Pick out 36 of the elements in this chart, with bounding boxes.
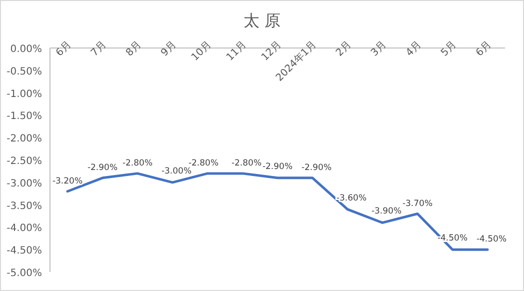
y-tick-label: -3.00% — [6, 178, 42, 190]
data-label: -3.90% — [371, 206, 402, 217]
y-tick-label: 0.00% — [10, 44, 42, 55]
x-tick-label: 7月 — [89, 39, 109, 59]
data-label: -2.90% — [262, 162, 293, 172]
data-label: -2.80% — [122, 158, 153, 168]
x-tick-label: 5月 — [439, 39, 459, 59]
x-tick-label: 3月 — [369, 39, 389, 59]
data-label: -2.90% — [301, 162, 332, 173]
y-tick-label: -2.00% — [6, 134, 42, 145]
y-tick-label: -4.50% — [6, 246, 42, 257]
y-tick-label: -0.50% — [6, 66, 42, 78]
y-tick-label: -1.00% — [6, 88, 42, 100]
y-tick-label: -5.00% — [6, 268, 42, 279]
data-label: -2.80% — [188, 158, 219, 168]
data-label: -3.00% — [161, 166, 192, 176]
y-tick-label: -1.50% — [6, 111, 42, 122]
x-tick-label: 2月 — [334, 39, 354, 59]
data-label: -2.80% — [231, 158, 262, 168]
data-label: -3.60% — [336, 193, 367, 204]
x-tick-label: 10月 — [190, 39, 214, 64]
data-label: -2.90% — [87, 162, 118, 173]
x-tick-label: 6月 — [474, 39, 494, 59]
data-label: -4.50% — [476, 234, 507, 245]
y-tick-label: -4.00% — [6, 223, 42, 234]
x-tick-label: 6月 — [54, 39, 74, 59]
data-label: -3.70% — [402, 198, 433, 209]
data-label: -3.20% — [52, 176, 83, 186]
y-tick-label: -2.50% — [6, 156, 42, 167]
x-tick-label: 12月 — [260, 39, 284, 64]
x-tick-label: 9月 — [159, 39, 179, 59]
y-tick-label: -3.50% — [6, 200, 42, 212]
x-tick-label: 4月 — [404, 39, 424, 59]
x-tick-label: 11月 — [224, 39, 249, 64]
x-tick-label: 8月 — [124, 39, 144, 59]
chart-title: 太 原 — [243, 11, 281, 30]
